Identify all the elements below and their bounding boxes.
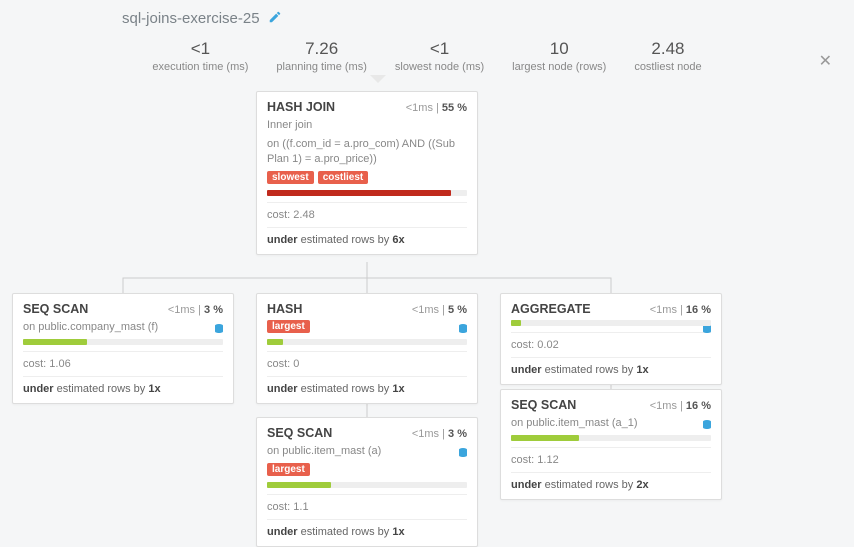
cost-text: cost: 1.06 xyxy=(23,351,223,370)
cost-text: cost: 0 xyxy=(267,351,467,370)
node-stats: <1ms | 16 % xyxy=(650,304,711,316)
stat-value: 7.26 xyxy=(276,39,366,59)
stat-label: planning time (ms) xyxy=(276,61,366,73)
stat-value: <1 xyxy=(395,39,484,59)
stat-slowest-node: <1 slowest node (ms) xyxy=(395,39,484,73)
stat-label: costliest node xyxy=(634,61,701,73)
badge-slowest: slowest xyxy=(267,171,314,184)
node-stats: <1ms | 55 % xyxy=(406,102,467,114)
close-icon[interactable]: ✕ xyxy=(819,51,832,71)
cost-bar-fill xyxy=(23,339,87,345)
badge-largest: largest xyxy=(267,320,310,333)
node-subtext: on public.item_mast (a) xyxy=(267,444,467,459)
pointer-triangle xyxy=(370,75,386,83)
badge-largest: largest xyxy=(267,463,310,476)
cost-bar-track xyxy=(267,339,467,345)
estimate-text: under estimated rows by 1x xyxy=(511,357,711,376)
stat-largest-node: 10 largest node (rows) xyxy=(512,39,606,73)
cost-bar-track xyxy=(511,320,711,326)
plan-node-seq-scan-f[interactable]: SEQ SCAN <1ms | 3 % on public.company_mast… xyxy=(12,293,234,404)
plan-node-hash-join[interactable]: HASH JOIN <1ms | 55 % Inner join on ((f.com… xyxy=(256,91,478,255)
cost-bar-fill xyxy=(267,482,331,488)
node-title: SEQ SCAN xyxy=(511,398,576,412)
cost-bar-track xyxy=(267,190,467,196)
node-header: SEQ SCAN <1ms | 16 % xyxy=(511,398,711,412)
node-stats: <1ms | 3 % xyxy=(168,304,223,316)
cost-text: cost: 2.48 xyxy=(267,202,467,221)
node-title: AGGREGATE xyxy=(511,302,591,316)
badges: slowest costliest xyxy=(267,171,467,184)
stat-label: execution time (ms) xyxy=(152,61,248,73)
edit-icon[interactable] xyxy=(268,10,282,27)
estimate-text: under estimated rows by 1x xyxy=(267,519,467,538)
node-subtext: on public.company_mast (f) xyxy=(23,320,223,335)
node-subtext: Inner join xyxy=(267,118,467,133)
node-header: HASH JOIN <1ms | 55 % xyxy=(267,100,467,114)
node-condition: on ((f.com_id = a.pro_com) AND ((Sub Pla… xyxy=(267,137,467,167)
node-title: HASH JOIN xyxy=(267,100,335,114)
plan-node-aggregate[interactable]: AGGREGATE <1ms | 16 % cost: 0.02 under esti… xyxy=(500,293,722,385)
database-icon xyxy=(213,322,225,339)
database-icon xyxy=(701,418,713,435)
cost-bar-fill xyxy=(267,339,283,345)
stat-label: slowest node (ms) xyxy=(395,61,484,73)
node-subtext: on public.item_mast (a_1) xyxy=(511,416,711,431)
stat-value: <1 xyxy=(152,39,248,59)
estimate-text: under estimated rows by 6x xyxy=(267,227,467,246)
node-stats: <1ms | 5 % xyxy=(412,304,467,316)
plan-node-seq-scan-a1[interactable]: SEQ SCAN <1ms | 16 % on public.item_mast (… xyxy=(500,389,722,500)
node-title: HASH xyxy=(267,302,302,316)
node-title: SEQ SCAN xyxy=(23,302,88,316)
cost-bar-track xyxy=(267,482,467,488)
stat-label: largest node (rows) xyxy=(512,61,606,73)
node-header: HASH <1ms | 5 % xyxy=(267,302,467,316)
estimate-text: under estimated rows by 1x xyxy=(267,376,467,395)
cost-bar-fill xyxy=(511,435,579,441)
node-header: SEQ SCAN <1ms | 3 % xyxy=(267,426,467,440)
estimate-text: under estimated rows by 1x xyxy=(23,376,223,395)
cost-text: cost: 1.12 xyxy=(511,447,711,466)
estimate-text: under estimated rows by 2x xyxy=(511,472,711,491)
stats-bar: <1 execution time (ms) 7.26 planning tim… xyxy=(0,39,854,73)
tree-area: HASH JOIN <1ms | 55 % Inner join on ((f.com… xyxy=(0,81,854,501)
stat-value: 10 xyxy=(512,39,606,59)
page-title: sql-joins-exercise-25 xyxy=(122,10,260,27)
cost-text: cost: 0.02 xyxy=(511,332,711,351)
node-stats: <1ms | 16 % xyxy=(650,400,711,412)
stat-execution-time: <1 execution time (ms) xyxy=(152,39,248,73)
plan-node-hash[interactable]: HASH <1ms | 5 % largest cost: 0 under estima… xyxy=(256,293,478,404)
node-header: SEQ SCAN <1ms | 3 % xyxy=(23,302,223,316)
badges: largest xyxy=(267,463,467,476)
title-bar: sql-joins-exercise-25 xyxy=(0,0,854,27)
badges: largest xyxy=(267,320,467,333)
node-stats: <1ms | 3 % xyxy=(412,428,467,440)
cost-bar-track xyxy=(511,435,711,441)
cost-bar-fill xyxy=(511,320,521,326)
database-icon xyxy=(457,322,469,339)
node-header: AGGREGATE <1ms | 16 % xyxy=(511,302,711,316)
stat-costliest-node: 2.48 costliest node xyxy=(634,39,701,73)
cost-bar-track xyxy=(23,339,223,345)
badge-costliest: costliest xyxy=(318,171,369,184)
cost-text: cost: 1.1 xyxy=(267,494,467,513)
cost-bar-fill xyxy=(267,190,451,196)
stat-planning-time: 7.26 planning time (ms) xyxy=(276,39,366,73)
stat-value: 2.48 xyxy=(634,39,701,59)
node-title: SEQ SCAN xyxy=(267,426,332,440)
database-icon xyxy=(457,446,469,463)
plan-node-seq-scan-a[interactable]: SEQ SCAN <1ms | 3 % on public.item_mast (a… xyxy=(256,417,478,547)
